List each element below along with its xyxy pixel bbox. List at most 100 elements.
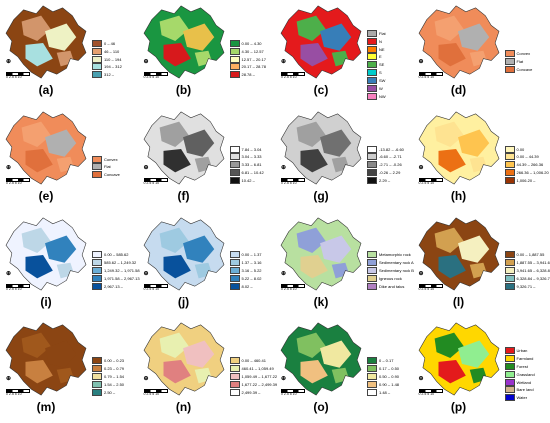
legend-item: E [367, 53, 412, 61]
map-region [25, 42, 53, 67]
legend-label: 20.17 – 28.78 [241, 64, 266, 70]
legend-swatch [229, 380, 240, 388]
panel-letter: (k) [313, 294, 329, 309]
map-panel: ⊕ 0 2.5 5 10 0 – 0.17 0.17 – 0.50 0.50 – 0.9… [275, 317, 412, 423]
north-arrow-icon: ⊕ [6, 270, 12, 277]
map-boundary [418, 322, 499, 396]
north-arrow-icon: ⊕ [143, 376, 149, 383]
map-fill [143, 217, 224, 290]
legend-swatch [367, 77, 377, 85]
legend-item: -2.71 – -0.26 [367, 161, 412, 169]
map-region [434, 121, 464, 147]
legend-item: 9,326.71 – [504, 282, 550, 290]
legend-swatch [92, 71, 102, 79]
legend-item: 110 – 194 [92, 55, 137, 63]
map-legend: 0.00 – 585.62 585.62 – 1,249.32 1,249.32 –… [92, 251, 140, 291]
map-region [21, 332, 51, 359]
map-boundary [5, 217, 87, 290]
north-arrow-icon: ⊕ [6, 59, 12, 65]
scale-text: 0 2.5 5 10 [281, 286, 297, 291]
legend-label: 6,328.84 – 9,326.71 [516, 275, 550, 281]
map-region [296, 15, 326, 42]
legend-label: 8.02 – [241, 283, 253, 289]
scale-text: 0 2.5 5 10 [143, 392, 160, 397]
legend-label: 0 – 0.17 [379, 358, 394, 363]
legend-swatch [92, 155, 102, 163]
legend-item: Concave [92, 171, 137, 179]
legend-item: 0.50 – 0.90 [367, 372, 412, 380]
legend-swatch [92, 171, 102, 179]
legend-swatch [367, 267, 377, 275]
scale-bar: 0 2.5 5 10 [418, 177, 449, 186]
map-region [320, 340, 352, 369]
legend-label: 1,059.49 – 1,677.22 [241, 373, 278, 379]
map-boundary [280, 111, 362, 185]
map-boundary [143, 217, 224, 290]
study-area-map [280, 217, 362, 290]
legend-item: Water [504, 394, 550, 402]
legend-item: 5.22 – 8.02 [229, 274, 275, 282]
legend-label: Sedimentary rock B [379, 268, 414, 274]
panel-letter: (f) [177, 188, 190, 203]
scale-text: 0 2.5 5 10 [143, 180, 160, 185]
legend-swatch [92, 251, 102, 259]
legend-label: 0.00 – 4.30 [241, 40, 262, 46]
legend-item: Farmland [504, 354, 550, 362]
legend-item: SE [367, 61, 412, 69]
legend-swatch [504, 161, 515, 169]
map-boundary [143, 5, 224, 79]
map-region [21, 15, 51, 42]
north-arrow-icon: ⊕ [143, 59, 149, 65]
legend-item: 1,887.55 – 3,941.65 [504, 259, 550, 267]
legend-label: 2,499.39 – [241, 389, 261, 395]
legend-item: 2.50 – [92, 388, 137, 396]
map-region [296, 227, 326, 253]
legend-swatch [229, 63, 240, 71]
map-boundary [418, 111, 499, 185]
map-panel: ⊕ 0 2.5 5 10 0 – 46 46 – 110 110 – 194 194 – … [0, 0, 137, 106]
north-arrow-icon: ⊕ [281, 270, 287, 277]
legend-label: W [379, 85, 383, 91]
map-legend: Metamorphic rock Sedimentary rock A Sedime… [367, 251, 414, 291]
legend-item: 266.36 – 1,006.20 [504, 169, 550, 177]
legend-label: Igneous rock [379, 275, 402, 281]
legend-swatch [367, 388, 377, 396]
legend-swatch [367, 69, 377, 77]
legend-swatch [92, 55, 102, 63]
map-region [159, 332, 189, 359]
legend-swatch [92, 259, 102, 267]
legend-label: 0.90 – 1.48 [379, 381, 400, 387]
legend-item: SW [367, 77, 412, 85]
north-arrow-icon: ⊕ [281, 376, 287, 383]
legend-swatch [367, 84, 377, 92]
scale-bar: 0 2.5 5 10 [281, 389, 311, 397]
study-area-map [418, 322, 499, 396]
legend-swatch [92, 364, 102, 372]
legend-swatch [504, 354, 515, 362]
scale-text: 0 2.5 5 10 [418, 392, 435, 397]
legend-label: Bare land [516, 387, 534, 393]
legend-label: 194 – 312 [104, 64, 122, 70]
map-region [438, 254, 466, 278]
map-region [163, 148, 191, 173]
map-region [457, 340, 489, 369]
map-region [434, 227, 464, 253]
scale-text: 0 2.5 5 10 [281, 392, 297, 397]
study-area-map [5, 322, 87, 396]
scale-bar: 0 2.5 5 10 [143, 389, 174, 397]
legend-swatch [504, 282, 515, 290]
legend-item: 3.16 – 5.22 [229, 267, 275, 275]
legend-label: 44.39 – 266.36 [516, 162, 544, 168]
map-legend: -13.82 – -6.60 -6.60 – -2.71 -2.71 – -0.26… [367, 145, 412, 185]
map-region [457, 234, 489, 263]
legend-item: 8.02 – [229, 282, 275, 290]
legend-label: 2,967.13 – [104, 283, 123, 289]
legend-swatch [504, 177, 515, 185]
map-region [320, 234, 352, 263]
map-region [300, 254, 328, 278]
legend-item: Sedimentary rock B [367, 267, 414, 275]
map-boundary [418, 217, 499, 290]
legend-item: NE [367, 45, 412, 53]
map-fill [418, 111, 499, 184]
study-area-map [5, 111, 87, 185]
